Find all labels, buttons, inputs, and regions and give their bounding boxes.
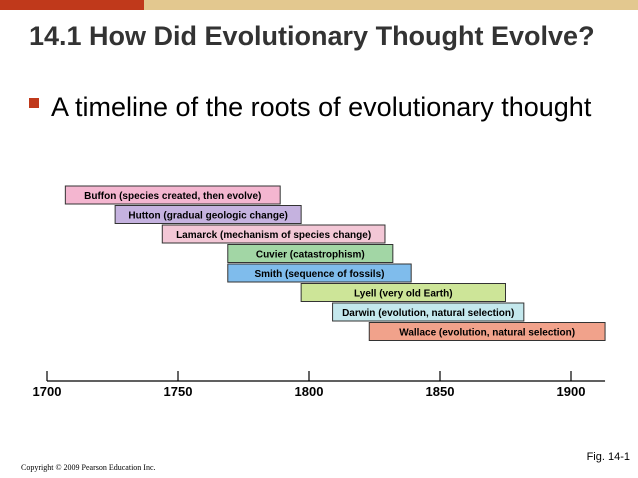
- timeline-bar-label: Lamarck (mechanism of species change): [176, 230, 371, 241]
- timeline-bar: [64, 185, 281, 205]
- axis-tick-label: 1700: [33, 384, 62, 399]
- axis-tick-label: 1850: [426, 384, 455, 399]
- timeline-bar-label: Smith (sequence of fossils): [254, 269, 384, 280]
- timeline-bar: [227, 263, 412, 283]
- figure-label: Fig. 14-1: [586, 451, 630, 463]
- top-accent-bar-red: [0, 0, 144, 10]
- bullet-text: A timeline of the roots of evolutionary …: [51, 92, 592, 122]
- copyright-notice: Copyright © 2009 Pearson Education Inc.: [21, 463, 156, 472]
- timeline-bar-label: Lyell (very old Earth): [354, 289, 453, 300]
- axis-tick-label: 1900: [557, 384, 586, 399]
- timeline-bar: [114, 205, 302, 224]
- timeline-bar: [368, 322, 606, 341]
- timeline-bar-label: Buffon (species created, then evolve): [84, 191, 261, 202]
- timeline-bar-label: Wallace (evolution, natural selection): [399, 328, 575, 339]
- timeline-bar: [227, 244, 394, 263]
- square-bullet-icon: [29, 98, 39, 108]
- slide-title: 14.1 How Did Evolutionary Thought Evolve…: [29, 21, 595, 51]
- timeline-bar: [161, 224, 386, 244]
- timeline-bar-label: Darwin (evolution, natural selection): [342, 308, 514, 319]
- timeline-bar: [332, 302, 525, 322]
- axis-tick-label: 1800: [295, 384, 324, 399]
- axis-tick-label: 1750: [164, 384, 193, 399]
- timeline-bar-label: Cuvier (catastrophism): [256, 250, 365, 261]
- timeline-bar-label: Hutton (gradual geologic change): [128, 211, 287, 222]
- top-accent-bar-tan: [144, 0, 638, 10]
- timeline-bar: [300, 283, 507, 302]
